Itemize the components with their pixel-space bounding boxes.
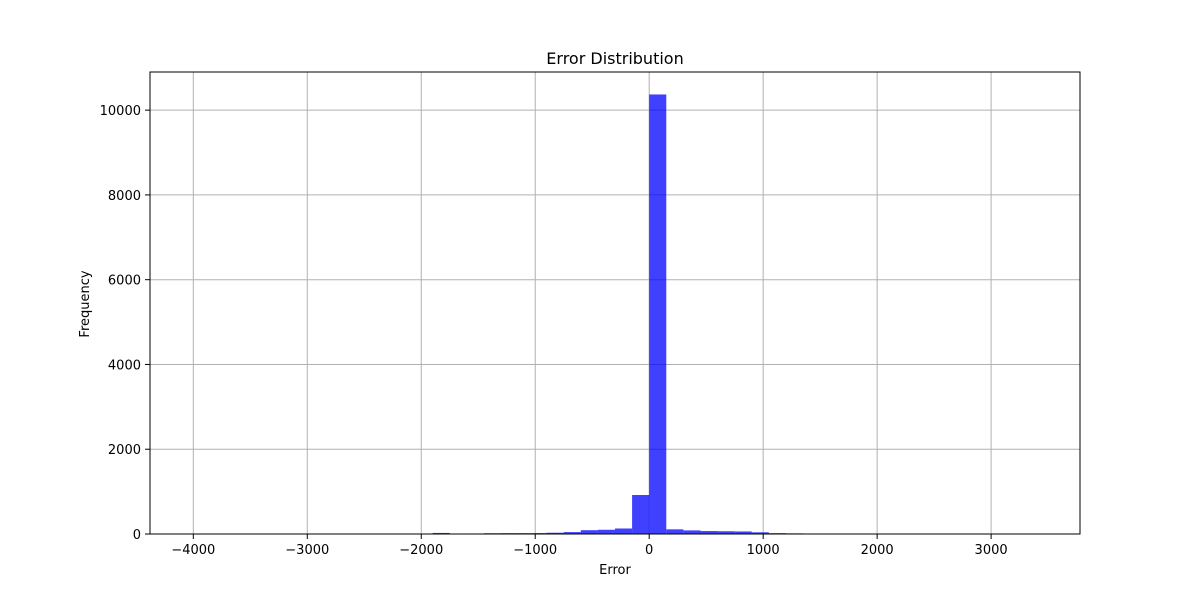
y-tick-label: 2000 [108,443,141,458]
ticks-layer: −4000 −3000 −2000 −1000 0 1000 2000 3000 0 2000 40… [100,104,1008,558]
histogram-bar [700,531,718,534]
histogram-bar [717,531,735,534]
y-tick-label: 8000 [108,189,141,204]
plot-frame [149,71,1081,535]
histogram-bar [580,530,598,534]
histogram-bar [563,532,581,534]
histogram-bar [649,94,667,534]
x-tick-label: 3000 [975,543,1008,558]
x-tick-label: −3000 [285,543,329,558]
chart-title: Error Distribution [546,49,683,68]
x-tick-label: 1000 [747,543,780,558]
y-tick-label: 10000 [100,104,141,119]
histogram-bar [632,495,650,534]
histogram-bar [751,532,769,534]
y-tick-label: 0 [133,528,141,543]
x-tick-label: −2000 [399,543,443,558]
x-tick-label: −4000 [171,543,215,558]
bars-layer [432,94,1046,534]
histogram-bar [432,532,450,534]
y-tick-label: 4000 [108,358,141,373]
grid-layer [150,72,1080,535]
x-axis-title: Error [599,563,631,578]
y-tick-label: 6000 [108,274,141,289]
histogram-bar [666,529,684,534]
x-tick-label: 2000 [861,543,894,558]
y-axis-title: Frequency [78,270,93,337]
x-tick-label: −1000 [513,543,557,558]
histogram-bar [546,532,564,534]
histogram-bar [683,530,701,534]
histogram-bar [615,528,633,534]
x-tick-label: 0 [645,543,653,558]
histogram-bar [734,531,752,534]
histogram-bar [597,529,615,534]
